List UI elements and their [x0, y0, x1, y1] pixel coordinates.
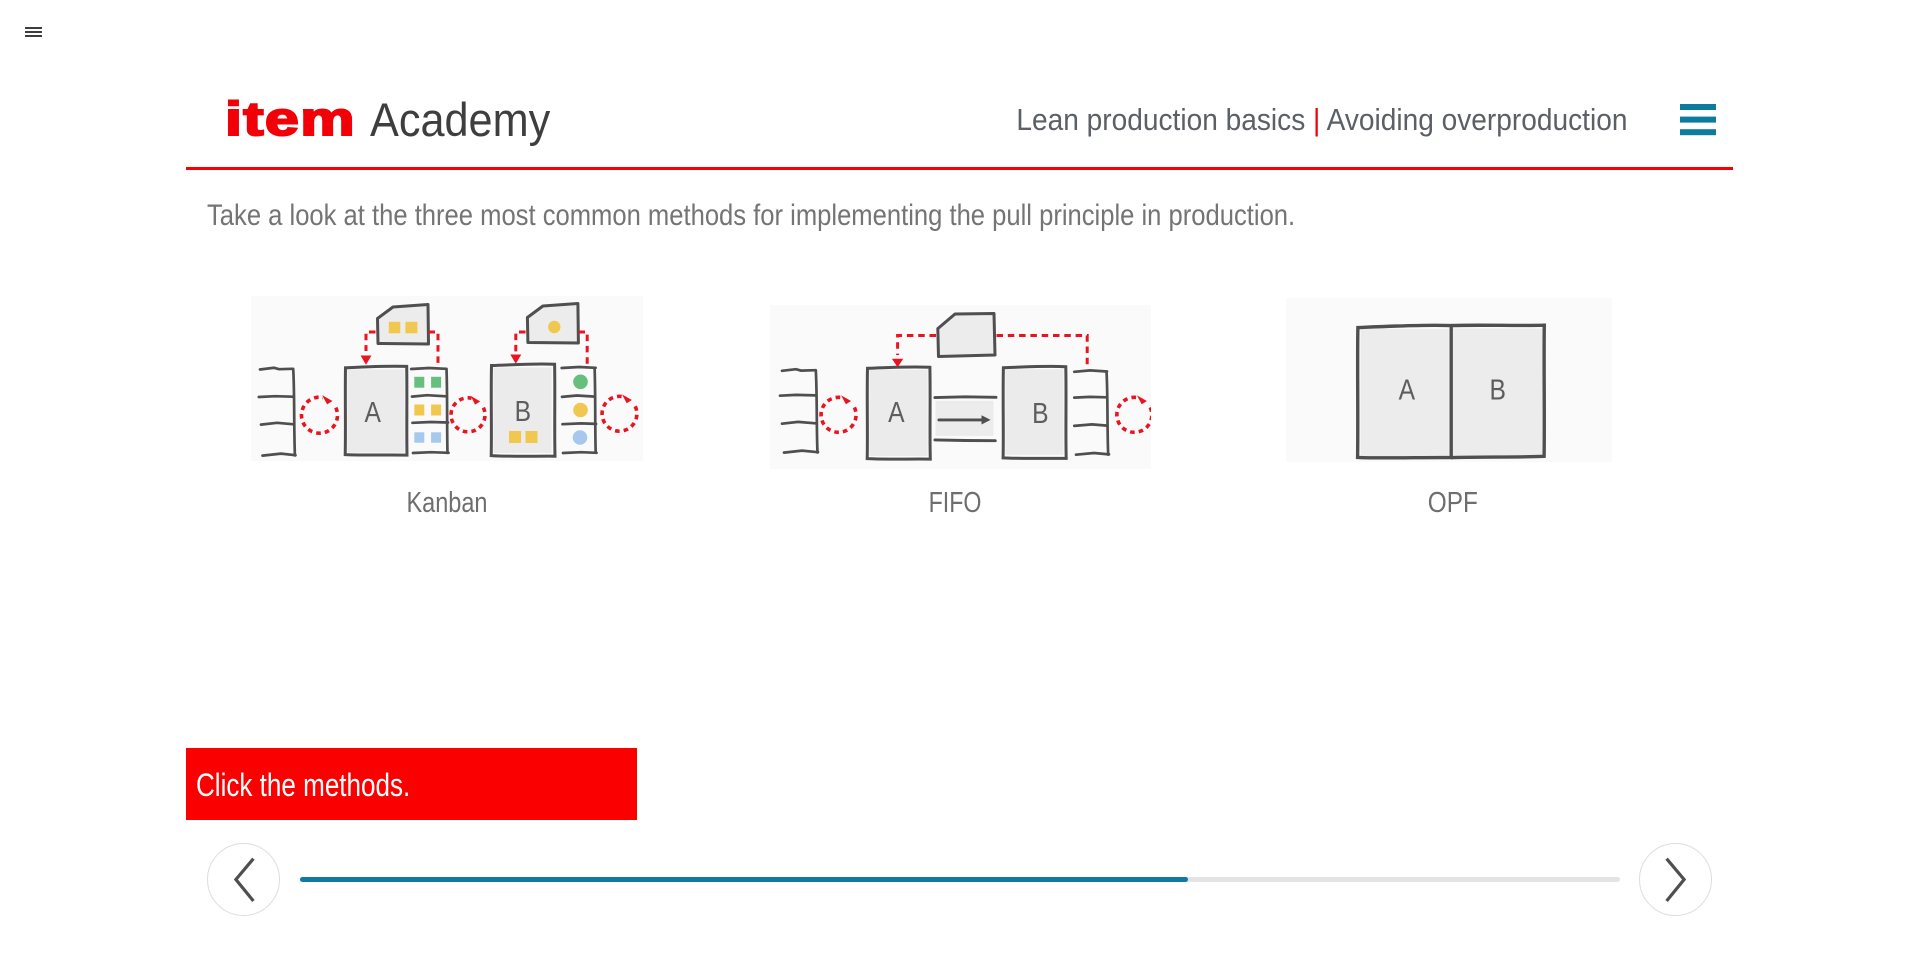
svg-text:A: A [364, 396, 380, 428]
svg-text:A: A [888, 396, 904, 428]
svg-text:B: B [1489, 374, 1505, 406]
svg-text:A: A [1399, 374, 1415, 406]
svg-text:B: B [1032, 397, 1048, 429]
svg-text:B: B [515, 395, 531, 427]
